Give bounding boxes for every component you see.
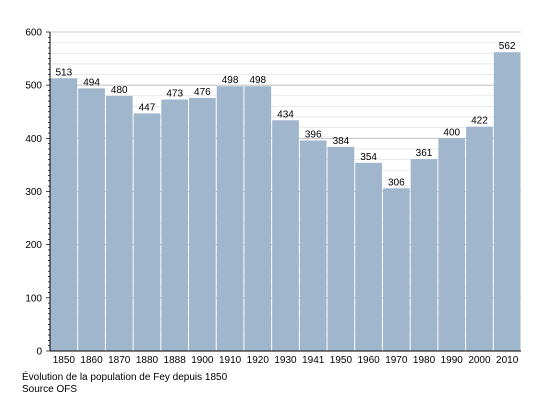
value-label-1860: 494 <box>83 77 100 88</box>
value-label-2010: 562 <box>499 41 516 52</box>
value-label-1880: 447 <box>139 102 156 113</box>
bar-1888 <box>161 99 189 351</box>
x-tick-label-1860: 1860 <box>80 355 103 366</box>
value-label-1950: 384 <box>333 136 350 147</box>
bar-1850 <box>50 78 78 351</box>
x-tick-label-1870: 1870 <box>108 355 131 366</box>
bar-1880 <box>133 113 161 351</box>
y-tick-label-300: 300 <box>25 187 42 198</box>
bar-1950 <box>327 146 355 351</box>
value-label-1960: 354 <box>360 152 377 163</box>
x-tick-label-1950: 1950 <box>330 355 353 366</box>
x-tick-label-1920: 1920 <box>247 355 270 366</box>
bar-1920 <box>244 86 272 351</box>
x-tick-label-1910: 1910 <box>219 355 242 366</box>
x-tick-label-1990: 1990 <box>441 355 464 366</box>
y-tick-label-500: 500 <box>25 81 42 92</box>
bar-2010 <box>493 52 521 351</box>
y-tick-label-400: 400 <box>25 134 42 145</box>
value-label-1900: 476 <box>194 87 211 98</box>
x-tick-label-1970: 1970 <box>385 355 408 366</box>
value-label-2000: 422 <box>471 116 488 127</box>
bar-1970 <box>382 188 410 351</box>
bar-1900 <box>189 97 216 351</box>
value-label-1910: 498 <box>222 75 239 86</box>
value-label-1920: 498 <box>249 75 266 86</box>
bar-1941 <box>299 140 327 351</box>
value-label-1980: 361 <box>416 148 433 159</box>
bar-1870 <box>105 95 133 351</box>
chart-source: Source OFS <box>22 384 78 395</box>
value-label-1870: 480 <box>111 85 128 96</box>
x-tick-label-1880: 1880 <box>136 355 159 366</box>
x-tick-label-1930: 1930 <box>274 355 297 366</box>
bar-1990 <box>438 138 466 351</box>
chart-caption: Évolution de la population de Fey depuis… <box>22 372 228 383</box>
y-tick-label-200: 200 <box>25 240 42 251</box>
y-tick-label-600: 600 <box>25 28 42 39</box>
bar-1910 <box>216 86 244 351</box>
x-tick-label-1980: 1980 <box>413 355 436 366</box>
x-tick-label-2010: 2010 <box>496 355 519 366</box>
y-tick-label-100: 100 <box>25 293 42 304</box>
x-tick-label-1960: 1960 <box>357 355 380 366</box>
value-label-1941: 396 <box>305 129 322 140</box>
value-label-1850: 513 <box>56 67 73 78</box>
bar-1960 <box>355 162 382 351</box>
x-tick-label-1941: 1941 <box>302 355 325 366</box>
value-label-1930: 434 <box>277 109 294 120</box>
value-label-1888: 473 <box>166 89 183 100</box>
bar-1860 <box>78 88 105 352</box>
axes: 1850 1860 1870 1880 1888 1900 1910 1920 1930 1941… <box>25 28 521 366</box>
x-tick-label-1888: 1888 <box>164 355 187 366</box>
bar-value-labels: 513 494 480 447 473 476 498 498 434 396 384 354 306 3… <box>56 41 516 188</box>
x-tick-label-2000: 2000 <box>468 355 491 366</box>
x-tick-label-1850: 1850 <box>53 355 76 366</box>
bar-1980 <box>410 159 438 351</box>
x-tick-label-1900: 1900 <box>191 355 214 366</box>
value-label-1970: 306 <box>388 177 405 188</box>
value-label-1990: 400 <box>443 127 460 138</box>
bar-1930 <box>272 120 299 351</box>
y-tick-label-0: 0 <box>36 347 42 358</box>
bars <box>50 52 521 352</box>
bar-2000 <box>466 126 493 352</box>
